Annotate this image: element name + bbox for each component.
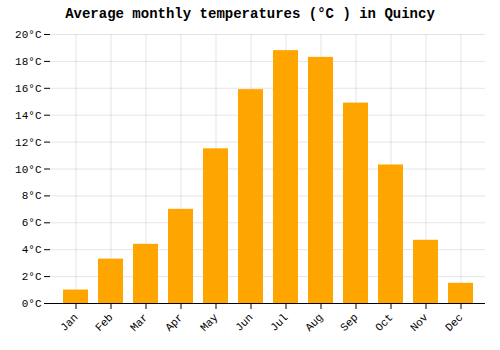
svg-text:Jul: Jul [268,311,290,333]
svg-text:10°C: 10°C [15,164,42,176]
svg-text:Aug: Aug [303,311,325,333]
svg-text:4°C: 4°C [22,244,42,256]
svg-text:Feb: Feb [93,311,115,333]
svg-text:May: May [198,311,221,334]
svg-text:Nov: Nov [408,311,431,334]
svg-text:8°C: 8°C [22,190,42,202]
svg-text:16°C: 16°C [15,83,42,95]
html-text:Average monthly temperatures (: Average monthly temperatures (°C ) in Qu… [65,6,435,22]
svg-text:Mar: Mar [128,311,150,333]
svg-text:Oct: Oct [373,311,395,333]
svg-text:Sep: Sep [338,311,360,333]
svg-text:0°C: 0°C [22,298,42,310]
svg-text:14°C: 14°C [15,110,42,122]
svg-text:6°C: 6°C [22,217,42,229]
svg-text:2°C: 2°C [22,271,42,283]
svg-text:12°C: 12°C [15,137,42,149]
svg-text:20°C: 20°C [15,29,42,41]
svg-text:18°C: 18°C [15,56,42,68]
svg-text:Jan: Jan [58,311,80,333]
svg-text:Jun: Jun [233,311,255,333]
svg-text:Apr: Apr [163,311,185,333]
svg-text:Dec: Dec [443,311,465,333]
